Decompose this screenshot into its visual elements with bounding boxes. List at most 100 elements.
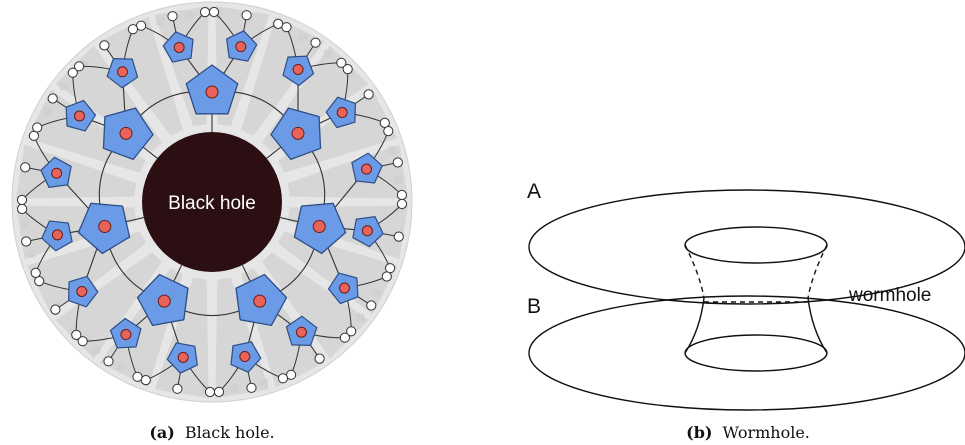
boundary-node — [199, 7, 211, 18]
wormhole-diagram — [528, 189, 965, 411]
tensor-core — [51, 229, 63, 241]
boundary-node — [16, 194, 28, 206]
caption-a-tag: (a) — [149, 423, 175, 442]
tile — [262, 252, 369, 359]
caption-a: (a) Black hole. — [149, 423, 274, 442]
boundary-node — [241, 10, 252, 21]
tensor-core — [117, 66, 129, 78]
throat-left-dashed — [684, 244, 705, 299]
tensor-core — [73, 110, 85, 122]
black-hole-diagram: Black hole — [11, 1, 413, 403]
tile — [156, 17, 165, 26]
caption-b: (b) Wormhole. — [686, 423, 810, 442]
tile — [356, 313, 365, 322]
black-hole — [142, 132, 282, 272]
throat-right-dashed — [807, 244, 828, 299]
tensor-core — [119, 126, 133, 140]
boundary-node — [77, 336, 88, 347]
boundary-node — [339, 332, 350, 343]
boundary-node — [393, 231, 404, 242]
boundary-node — [381, 271, 392, 282]
boundary-node — [392, 157, 403, 168]
throat-left-solid — [684, 297, 705, 354]
sheet-b — [528, 295, 965, 411]
caption-b-text: Wormhole. — [722, 423, 809, 442]
black-hole-label: Black hole — [168, 193, 256, 214]
boundary-node — [277, 373, 288, 384]
tile — [27, 249, 36, 258]
boundary-node — [213, 386, 225, 397]
tensor-core — [291, 126, 305, 140]
label-wormhole: wormhole — [848, 285, 931, 306]
boundary-node — [363, 89, 374, 100]
tensor-core — [120, 329, 132, 341]
boundary-node — [396, 189, 407, 201]
boundary-node — [99, 40, 110, 51]
caption-a-text: Black hole. — [185, 423, 275, 442]
tile — [43, 106, 52, 115]
tile — [21, 220, 30, 229]
boundary-node — [342, 64, 353, 75]
tensor-core — [51, 167, 63, 179]
boundary-node — [47, 93, 58, 104]
label-b: B — [527, 295, 541, 318]
boundary-node — [336, 57, 347, 68]
tensor-core — [98, 219, 112, 233]
boundary-node — [396, 198, 408, 210]
boundary-node — [74, 61, 85, 72]
boundary-node — [30, 267, 41, 278]
label-a: A — [527, 180, 541, 203]
boundary-node — [172, 383, 183, 394]
tensor-core — [361, 163, 373, 175]
throat-right-solid — [807, 297, 828, 354]
tile — [323, 49, 332, 58]
tensor-core — [339, 282, 351, 294]
throat-top — [684, 226, 828, 264]
boundary-node — [32, 122, 43, 133]
tile — [287, 144, 408, 199]
boundary-node — [204, 386, 216, 398]
boundary-node — [383, 126, 394, 137]
tile — [55, 252, 162, 359]
tile — [116, 362, 125, 371]
tile — [259, 378, 268, 387]
tensor-core — [157, 294, 171, 308]
boundary-node — [17, 203, 28, 215]
sheet-a — [528, 189, 965, 305]
tensor-core — [239, 351, 251, 363]
tensor-nodes — [40, 30, 384, 374]
tile — [388, 146, 397, 155]
tile — [241, 16, 325, 136]
boundary-node — [208, 6, 220, 18]
boundary-node — [127, 24, 138, 35]
boundary-node — [21, 236, 32, 247]
boundary-node — [132, 371, 143, 382]
tile — [215, 277, 270, 398]
boundary-node — [50, 304, 61, 315]
boundary-node — [346, 326, 357, 337]
tensor-core — [312, 219, 326, 233]
tile — [59, 82, 68, 91]
tile — [394, 175, 403, 184]
tile — [26, 231, 146, 315]
boundary-node — [281, 22, 292, 33]
boundary-node — [167, 11, 178, 22]
tensor-core — [292, 63, 304, 75]
boundary-node — [67, 67, 78, 78]
boundary-node — [314, 353, 325, 364]
tile — [299, 33, 308, 42]
tensor-core — [173, 41, 185, 53]
tensor-core — [177, 351, 189, 363]
tensor-core — [205, 85, 219, 99]
caption-b-tag: (b) — [686, 423, 712, 442]
tensor-core — [235, 41, 247, 53]
boundary-node — [103, 356, 114, 367]
throat-bottom — [684, 334, 828, 372]
tensor-core — [253, 294, 267, 308]
tile — [92, 346, 101, 355]
boundary-node — [246, 382, 257, 393]
boundary-node — [71, 329, 82, 340]
boundary-node — [20, 162, 31, 173]
tile — [99, 16, 183, 136]
